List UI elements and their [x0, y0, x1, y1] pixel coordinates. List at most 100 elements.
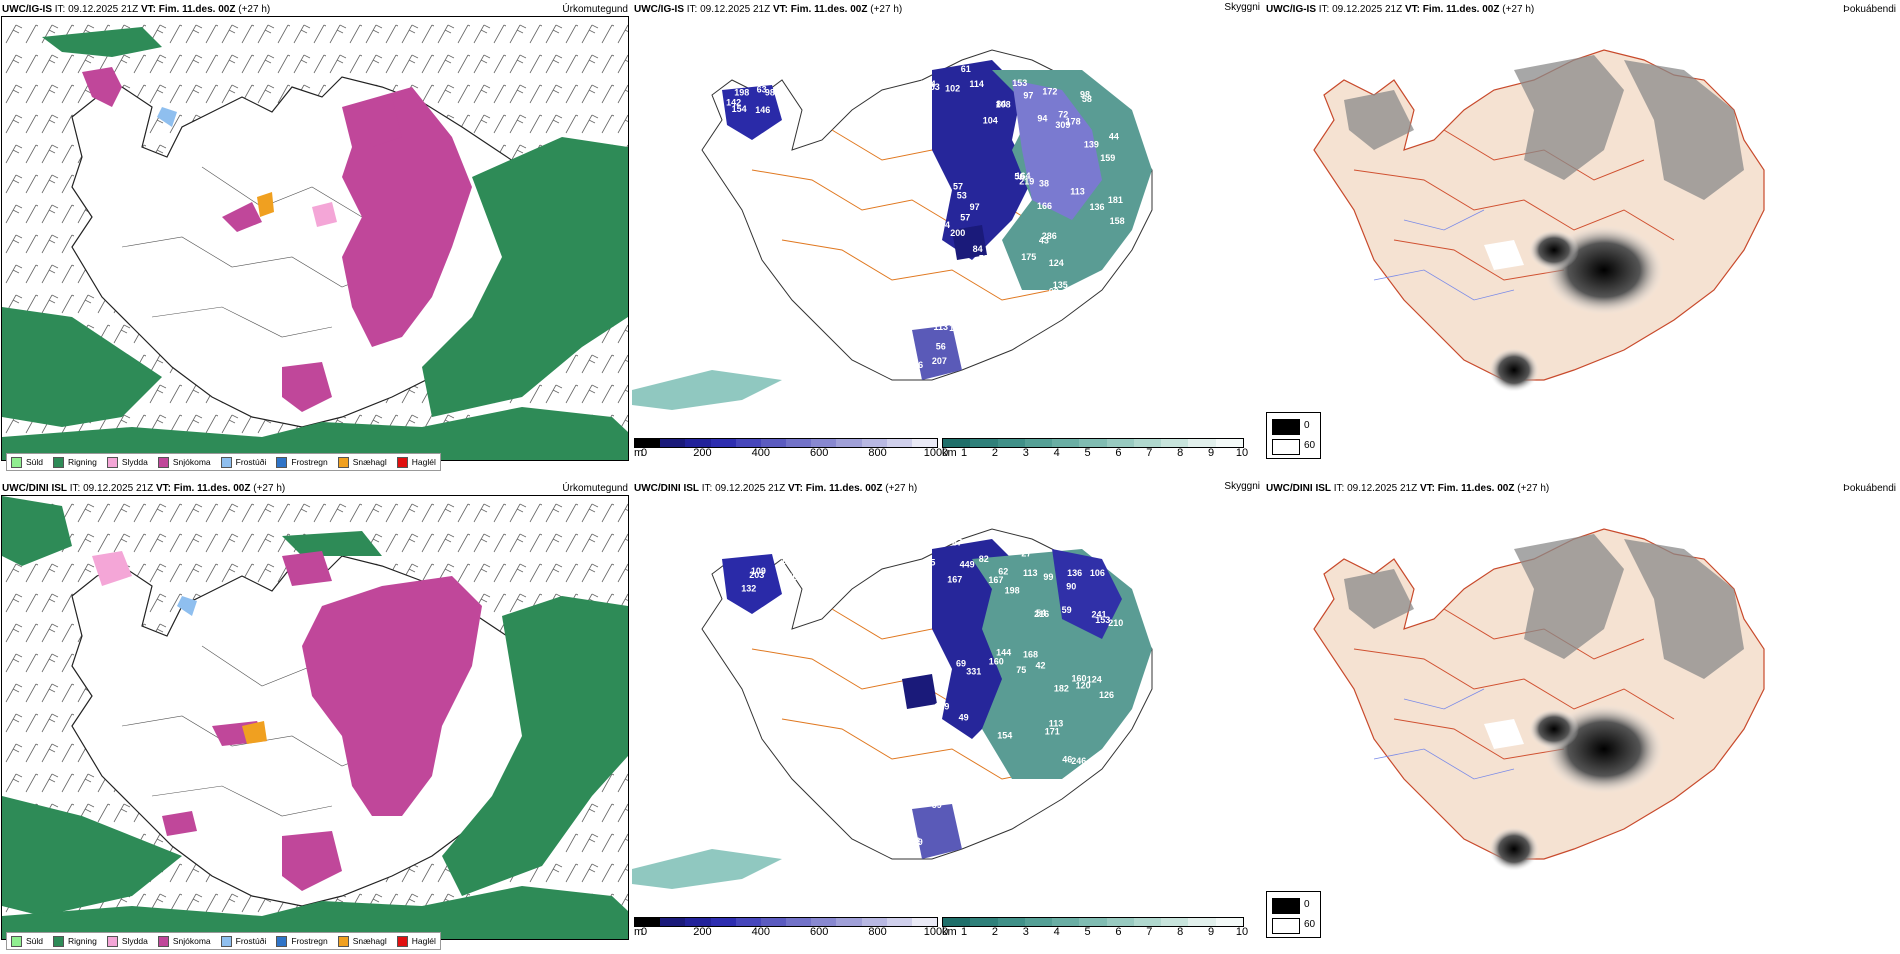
cloud-base-value-label: 146 [755, 105, 770, 115]
legend-item-snjokoma: Snjókoma [157, 935, 211, 947]
cloud-base-value-label: 159 [1100, 153, 1115, 163]
fog-legend-top: 0 60 [1266, 412, 1321, 459]
cloud-base-colorbar-segment [760, 439, 787, 447]
panel-title: UWC/IG-IS IT: 09.12.2025 21Z VT: Fim. 11… [1266, 4, 1896, 15]
cloud-area-south [912, 325, 962, 380]
cloud-base-value-label: 94 [940, 220, 950, 230]
cloud-base-value-label: 46 [1062, 755, 1072, 765]
visibility-colorbar-segment [1188, 918, 1216, 926]
cloud-base-value-label: 154 [732, 104, 747, 114]
cloud-visibility-panel-top: UWC/IG-IS IT: 09.12.2025 21Z VT: Fim. 11… [632, 0, 1264, 475]
fog-index-panel-top: UWC/IG-IS IT: 09.12.2025 21Z VT: Fim. 11… [1264, 0, 1900, 475]
cloud-base-value-label: 55 [925, 558, 935, 568]
cloud-area-ne [1052, 549, 1122, 639]
cloud-base-value-label: 181 [1108, 195, 1123, 205]
cloud-base-colorbar-segment [836, 918, 862, 926]
cloud-base-value-label: 219 [1019, 176, 1034, 186]
snow-pellets-area [242, 721, 267, 744]
cloud-base-value-label: 102 [945, 83, 960, 93]
visibility-tick: 2 [991, 926, 998, 938]
row-top: UWC/IG-IS IT: 09.12.2025 21Z VT: Fim. 11… [0, 0, 1900, 475]
cloud-base-value-label: 27 [1021, 549, 1031, 559]
snow-area-east [342, 87, 472, 347]
cloud-base-value-label: 56 [788, 572, 798, 582]
visibility-tick: 4 [1053, 447, 1060, 459]
precip-type-panel-top: UWC/IG-IS IT: 09.12.2025 21Z VT: Fim. 11… [0, 0, 632, 475]
cloud-base-value-label: 124 [1087, 675, 1102, 685]
cloud-base-value-label: 84 [973, 244, 983, 254]
visibility-colorbar-segment [1052, 918, 1080, 926]
sleet-area [312, 202, 337, 227]
fog-legend-high-swatch [1272, 918, 1300, 934]
fog-index-panel-bottom: UWC/DINI ISL IT: 09.12.2025 21Z VT: Fim.… [1264, 479, 1900, 954]
cloud-base-tick: 600 [810, 926, 829, 938]
rain-area-northwest [2, 496, 72, 566]
cloud-base-value-label: 58 [979, 254, 989, 264]
cloud-base-value-label: 108 [787, 557, 802, 567]
cloud-base-unit: m [634, 447, 644, 459]
precip-legend: Súld Rigning Slydda Snjókoma Frostúði Fr… [6, 453, 441, 471]
cloud-base-tick: 0 [640, 926, 648, 938]
cloud-base-value-label: 132 [741, 583, 756, 593]
visibility-tick: 5 [1084, 926, 1091, 938]
cloud-base-value-label: 53 [957, 190, 967, 200]
cloud-base-value-label: 734 [921, 79, 936, 89]
cloud-base-value-label: 171 [1045, 727, 1060, 737]
cloud-base-colorbar [634, 917, 938, 927]
cloud-base-colorbar [634, 438, 938, 448]
cloud-base-value-label: 139 [1084, 139, 1099, 149]
cloud-base-colorbar-segment [685, 918, 711, 926]
cloud-base-value-label: 104 [983, 116, 998, 126]
cloud-base-value-label: 62 [1049, 287, 1059, 297]
visibility-colorbar-segment [943, 918, 971, 926]
visibility-tick: 3 [1022, 926, 1029, 938]
cloud-base-value-label: 241 [1092, 610, 1107, 620]
visibility-colorbar-segment [997, 439, 1025, 447]
glacier-white [1484, 240, 1524, 270]
low-cloud-area-north [932, 60, 1032, 260]
visibility-colorbar-segment [1133, 439, 1162, 447]
cloud-base-ticks: 0 200 400 600 800 1000 [641, 447, 948, 459]
legend-item-frostudi: Frostúði [220, 935, 266, 947]
fog-map-svg [1313, 528, 1765, 871]
visibility-colorbar-segment [1052, 439, 1080, 447]
cloud-base-value-label: 179 [781, 556, 796, 566]
visibility-tick: 1 [960, 447, 968, 459]
cloud-base-value-label: 82 [979, 554, 989, 564]
visibility-colorbar-segment [1161, 918, 1189, 926]
cloud-base-value-label: 108 [996, 99, 1011, 109]
cloud-base-colorbar-segment [710, 439, 736, 447]
cloud-base-value-label: 75 [1016, 665, 1026, 675]
fog-legend-high: 60 [1304, 919, 1316, 930]
cloud-base-tick: 1000 [923, 926, 949, 938]
legend-item-haglel: Haglél [396, 935, 436, 947]
cloud-base-value-label: 172 [1042, 87, 1057, 97]
cloud-base-value-label: 124 [1049, 258, 1064, 268]
rivers [1373, 688, 1515, 780]
cloud-base-value-label: 113 [1049, 719, 1064, 729]
snow-pellets-area [257, 192, 274, 217]
visibility-colorbar-segment [1079, 439, 1107, 447]
visibility-colorbar-segment [1188, 439, 1216, 447]
cloud-base-value-label: 59 [932, 800, 942, 810]
visibility-colorbar-segment [1215, 439, 1243, 447]
cloud-base-value-label: 109 [751, 566, 766, 576]
fog-high-terrain [1344, 55, 1744, 200]
legend-item-haglel: Haglél [396, 456, 436, 468]
visibility-colorbar-segment [970, 918, 998, 926]
snow-area-center [222, 202, 262, 232]
cloud-base-colorbar-segment [911, 918, 938, 926]
cloud-base-value-label: 63 [757, 84, 767, 94]
cloud-base-tick: 800 [868, 447, 887, 459]
visibility-colorbar-segment [1024, 918, 1053, 926]
visibility-unit: km [942, 926, 957, 938]
panel-title: UWC/DINI ISL IT: 09.12.2025 21Z VT: Fim.… [2, 483, 628, 494]
cloud-base-value-label: 113 [1023, 568, 1038, 578]
cloud-base-value-label: 160 [989, 656, 1004, 666]
cloud-base-value-label: 58 [1082, 94, 1092, 104]
cloud-base-value-label: 62 [998, 566, 1008, 576]
cloud-base-value-label: 42 [1036, 660, 1046, 670]
visibility-colorbar-segment [943, 439, 971, 447]
cloud-base-value-label: 77 [910, 224, 920, 234]
